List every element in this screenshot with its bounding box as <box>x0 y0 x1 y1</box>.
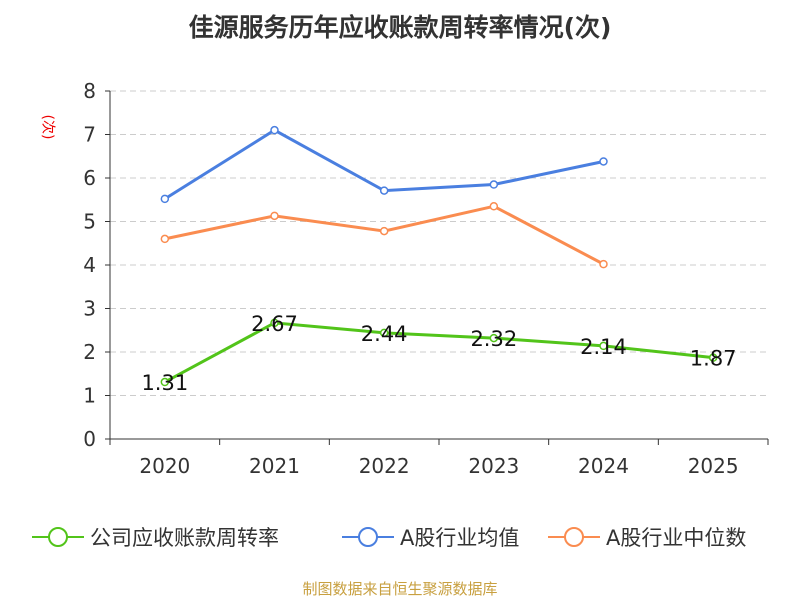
x-tick-label: 2023 <box>468 454 519 478</box>
data-label: 1.87 <box>690 347 737 371</box>
x-tick-label: 2021 <box>249 454 300 478</box>
data-label: 2.14 <box>580 335 627 359</box>
data-label: 2.67 <box>251 312 298 336</box>
data-point <box>160 194 170 204</box>
data-point <box>270 318 279 328</box>
chart-title: 佳源服务历年应收账款周转率情况(次) <box>188 13 612 42</box>
y-tick-label: 0 <box>83 427 96 451</box>
series-line <box>164 321 714 384</box>
legend-item[interactable]: A股行业中位数 <box>548 522 746 552</box>
x-tick-label: 2020 <box>139 454 190 478</box>
data-point <box>489 202 499 211</box>
data-label: 1.31 <box>141 371 188 395</box>
y-tick-label: 3 <box>83 297 96 321</box>
legend-label: 公司应收账款周转率 <box>90 526 279 550</box>
x-tick-label: 2024 <box>578 454 629 478</box>
legend-marker-icon <box>32 527 84 547</box>
data-point <box>599 157 608 166</box>
data-point <box>379 186 389 195</box>
data-point <box>489 333 499 343</box>
data-point <box>270 125 279 135</box>
legend-marker-icon <box>342 527 394 547</box>
legend-item[interactable]: A股行业均值 <box>342 522 519 552</box>
y-tick-label: 8 <box>83 79 96 103</box>
data-label: 2.32 <box>470 327 517 351</box>
source-note: 制图数据来自恒生聚源数据库 <box>302 580 498 598</box>
data-label: 2.44 <box>361 322 408 346</box>
data-point <box>379 328 389 338</box>
y-tick-label: 2 <box>83 340 96 364</box>
data-point <box>160 377 170 387</box>
legend-label: A股行业中位数 <box>606 526 747 550</box>
data-point <box>270 211 279 221</box>
y-tick-label: 6 <box>83 166 96 190</box>
legend-item[interactable]: 公司应收账款周转率 <box>32 522 279 552</box>
x-tick-label: 2022 <box>359 454 410 478</box>
y-tick-label: 5 <box>83 210 96 234</box>
x-tick-label: 2025 <box>688 454 739 478</box>
data-point <box>379 226 389 236</box>
data-point <box>160 234 170 244</box>
legend-marker-icon <box>548 527 600 547</box>
y-tick-label: 1 <box>83 384 96 408</box>
data-point <box>599 341 608 351</box>
y-tick-label: 4 <box>83 253 96 277</box>
data-point <box>489 180 499 189</box>
data-point <box>708 353 718 362</box>
data-point <box>599 259 608 269</box>
legend-label: A股行业均值 <box>400 526 520 550</box>
y-tick-label: 7 <box>83 123 96 147</box>
